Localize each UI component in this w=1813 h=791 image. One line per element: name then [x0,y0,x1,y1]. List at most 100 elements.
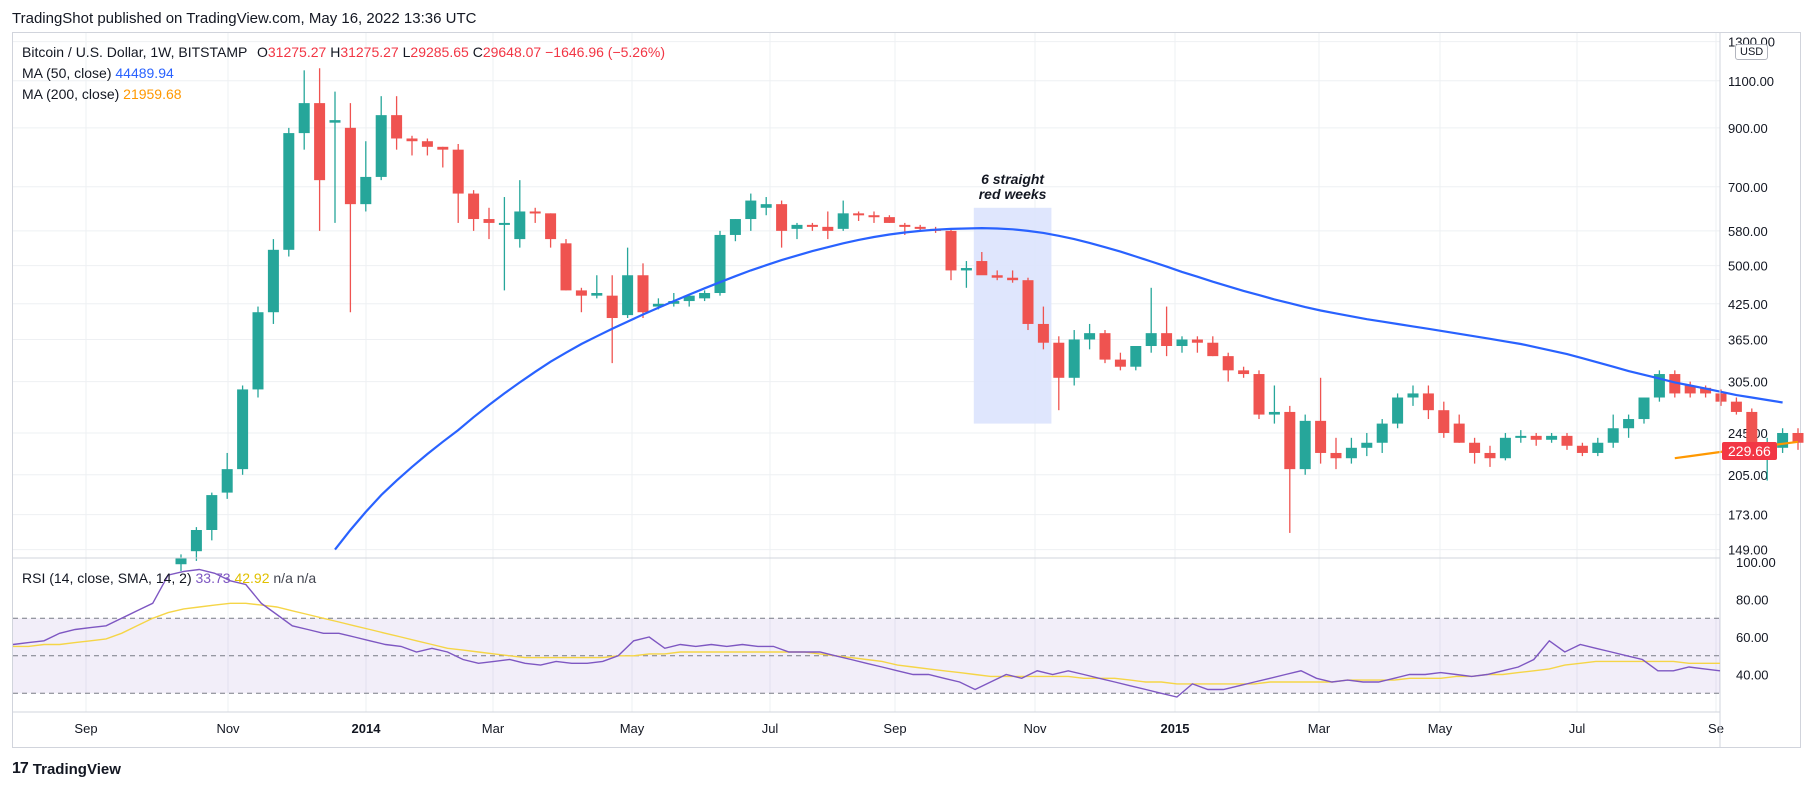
y-tick-label: 425.00 [1728,297,1768,312]
candle-body [1638,397,1650,420]
candle-body [1130,346,1142,367]
y-tick-label: 700.00 [1728,180,1768,195]
candle-body [1422,393,1434,411]
candle-body [391,115,403,139]
ma50-value: 44489.94 [115,65,174,81]
candle-body [1284,411,1296,470]
candle-body [175,557,187,565]
candle-body [1592,442,1604,453]
candle-body [1330,452,1342,459]
candle-body [468,193,480,220]
candle-body [1746,411,1758,443]
candle-body [776,204,788,231]
candle-body [652,303,664,307]
candle-body [1515,435,1527,438]
candle-body [1114,359,1126,367]
candle-body [360,176,372,205]
candle-body [1084,333,1096,340]
candle-body [252,312,264,390]
candle-body [1207,342,1219,357]
candle-body [991,275,1003,278]
ma50-legend: MA (50, close) 44489.94 [22,65,174,81]
candle-body [1684,385,1696,394]
candle-body [1700,387,1712,394]
candle-body [1238,370,1250,375]
x-tick-label: May [1428,721,1453,736]
candle-body [314,103,326,181]
candle-body [1392,397,1404,424]
candle-body [1253,374,1265,415]
candle-body [575,290,587,296]
footer-brand[interactable]: 17 TradingView [12,760,121,778]
low-label: L [402,44,411,60]
candle-body [1007,277,1019,281]
candle-body [1222,356,1234,371]
candle-body [591,293,603,296]
candle-body [1453,423,1465,443]
candle-body [699,293,711,299]
candle-body [375,115,387,177]
candle-body [483,219,495,223]
ma200-legend: MA (200, close) 21959.68 [22,86,182,102]
candle-body [945,230,957,271]
open-value: 31275.27 [267,44,327,60]
y-tick-label: 500.00 [1728,259,1768,274]
candle-body [529,211,541,214]
candle-body [1376,423,1388,443]
candle-body [437,146,449,150]
candle-body [237,389,249,470]
x-tick-label: Mar [482,721,505,736]
x-tick-label: Jul [1569,721,1586,736]
candle-body [1191,339,1203,343]
candle-body [1161,333,1173,347]
candle-body [606,295,618,319]
candle-body [960,268,972,271]
x-tick-label: Jul [762,721,779,736]
high-label: H [330,44,341,60]
candle-body [1438,410,1450,433]
x-tick-label: Se [1708,721,1724,736]
candle-body [714,234,726,294]
candle-body [760,204,772,208]
open-label: O [257,44,268,60]
candle-body [283,133,295,250]
candle-body [1361,442,1373,448]
rsi-legend: RSI (14, close, SMA, 14, 2) 33.73 42.92 … [22,570,316,586]
candle-body [1315,420,1327,453]
candle-body [1607,428,1619,443]
rsi-y-tick-label: 80.00 [1736,593,1769,608]
candle-body [668,301,680,304]
x-tick-label: 2015 [1161,721,1190,736]
rsi-line [12,568,1721,698]
candle-body [1792,432,1804,443]
currency-badge[interactable]: USD [1735,44,1769,60]
y-tick-label: 365.00 [1728,332,1768,347]
close-label: C [472,44,483,60]
candle-body [1530,435,1542,440]
candle-body [637,275,649,313]
rsi-sma-value: 42.92 [234,570,270,586]
ma50-line [334,226,1783,551]
candle-body [899,224,911,227]
candle-body [1068,339,1080,378]
candle-body [1145,333,1157,347]
candle-body [452,149,464,194]
candle-body [729,219,741,235]
y-tick-label: 900.00 [1728,121,1768,136]
candle-body [514,211,526,240]
y-tick-label: 173.00 [1728,508,1768,523]
y-tick-label: 1100.00 [1728,74,1774,89]
chart-frame [12,32,1801,748]
ma200-value: 21959.68 [123,86,182,102]
ma200-label: MA (200, close) [22,86,120,102]
candle-body [498,222,510,225]
candle-body [1099,333,1111,360]
highlight-region [973,207,1052,424]
x-tick-label: Nov [1023,721,1047,736]
y-tick-label: 149.00 [1728,543,1768,558]
candle-body [1669,374,1681,394]
candle-body [560,243,572,291]
rsi-y-tick-label: 60.00 [1736,630,1769,645]
tradingview-logo-icon: 17 [12,760,29,777]
